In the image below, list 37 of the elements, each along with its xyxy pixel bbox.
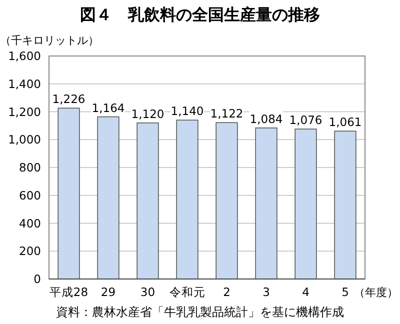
y-tick-label: 200 bbox=[19, 244, 41, 258]
text: 資料：農林水産省「牛乳乳製品統計」を基に機構作成 bbox=[56, 305, 344, 319]
x-tick-label: 平成28 bbox=[49, 285, 88, 299]
x-tick-label: 30 bbox=[140, 285, 156, 299]
bar bbox=[216, 122, 238, 280]
data-label: 1,076 bbox=[289, 113, 322, 128]
y-tick-label: 800 bbox=[19, 160, 41, 174]
y-tick-label: 1,600 bbox=[8, 49, 41, 63]
x-tick-label: 4 bbox=[302, 285, 310, 299]
x-axis-title: （年度） bbox=[354, 286, 398, 299]
x-tick-label: 29 bbox=[100, 285, 116, 299]
y-tick-label: 1,000 bbox=[8, 132, 41, 147]
data-label: 1,061 bbox=[328, 115, 362, 130]
data-label: 1,120 bbox=[131, 106, 164, 121]
bar bbox=[334, 130, 356, 280]
bar bbox=[136, 122, 159, 280]
data-label: 1,084 bbox=[250, 112, 283, 126]
data-label: 1,164 bbox=[92, 100, 125, 115]
x-tick-label: 3 bbox=[262, 285, 270, 299]
x-tick-label: 2 bbox=[223, 285, 230, 299]
x-tick-label: 5 bbox=[342, 285, 349, 299]
y-axis-title: （千キロリットル） bbox=[0, 34, 99, 47]
data-label: 1,226 bbox=[52, 92, 86, 106]
chart-title: 図４ 乳飲料の全国生産量の推移 bbox=[80, 5, 320, 24]
bar bbox=[97, 116, 120, 280]
y-tick-label: 600 bbox=[19, 188, 41, 202]
data-label: 1,140 bbox=[170, 104, 204, 118]
bar bbox=[176, 120, 198, 280]
y-tick-label: 1,400 bbox=[8, 76, 41, 91]
bar bbox=[294, 128, 317, 280]
y-tick-label: 0 bbox=[34, 272, 41, 286]
data-label: 1,122 bbox=[210, 106, 244, 121]
x-tick-label: 令和元 bbox=[169, 285, 206, 299]
bar bbox=[58, 108, 80, 280]
y-tick-label: 400 bbox=[19, 216, 41, 230]
bar bbox=[255, 128, 278, 280]
y-tick-label: 1,200 bbox=[8, 104, 41, 119]
